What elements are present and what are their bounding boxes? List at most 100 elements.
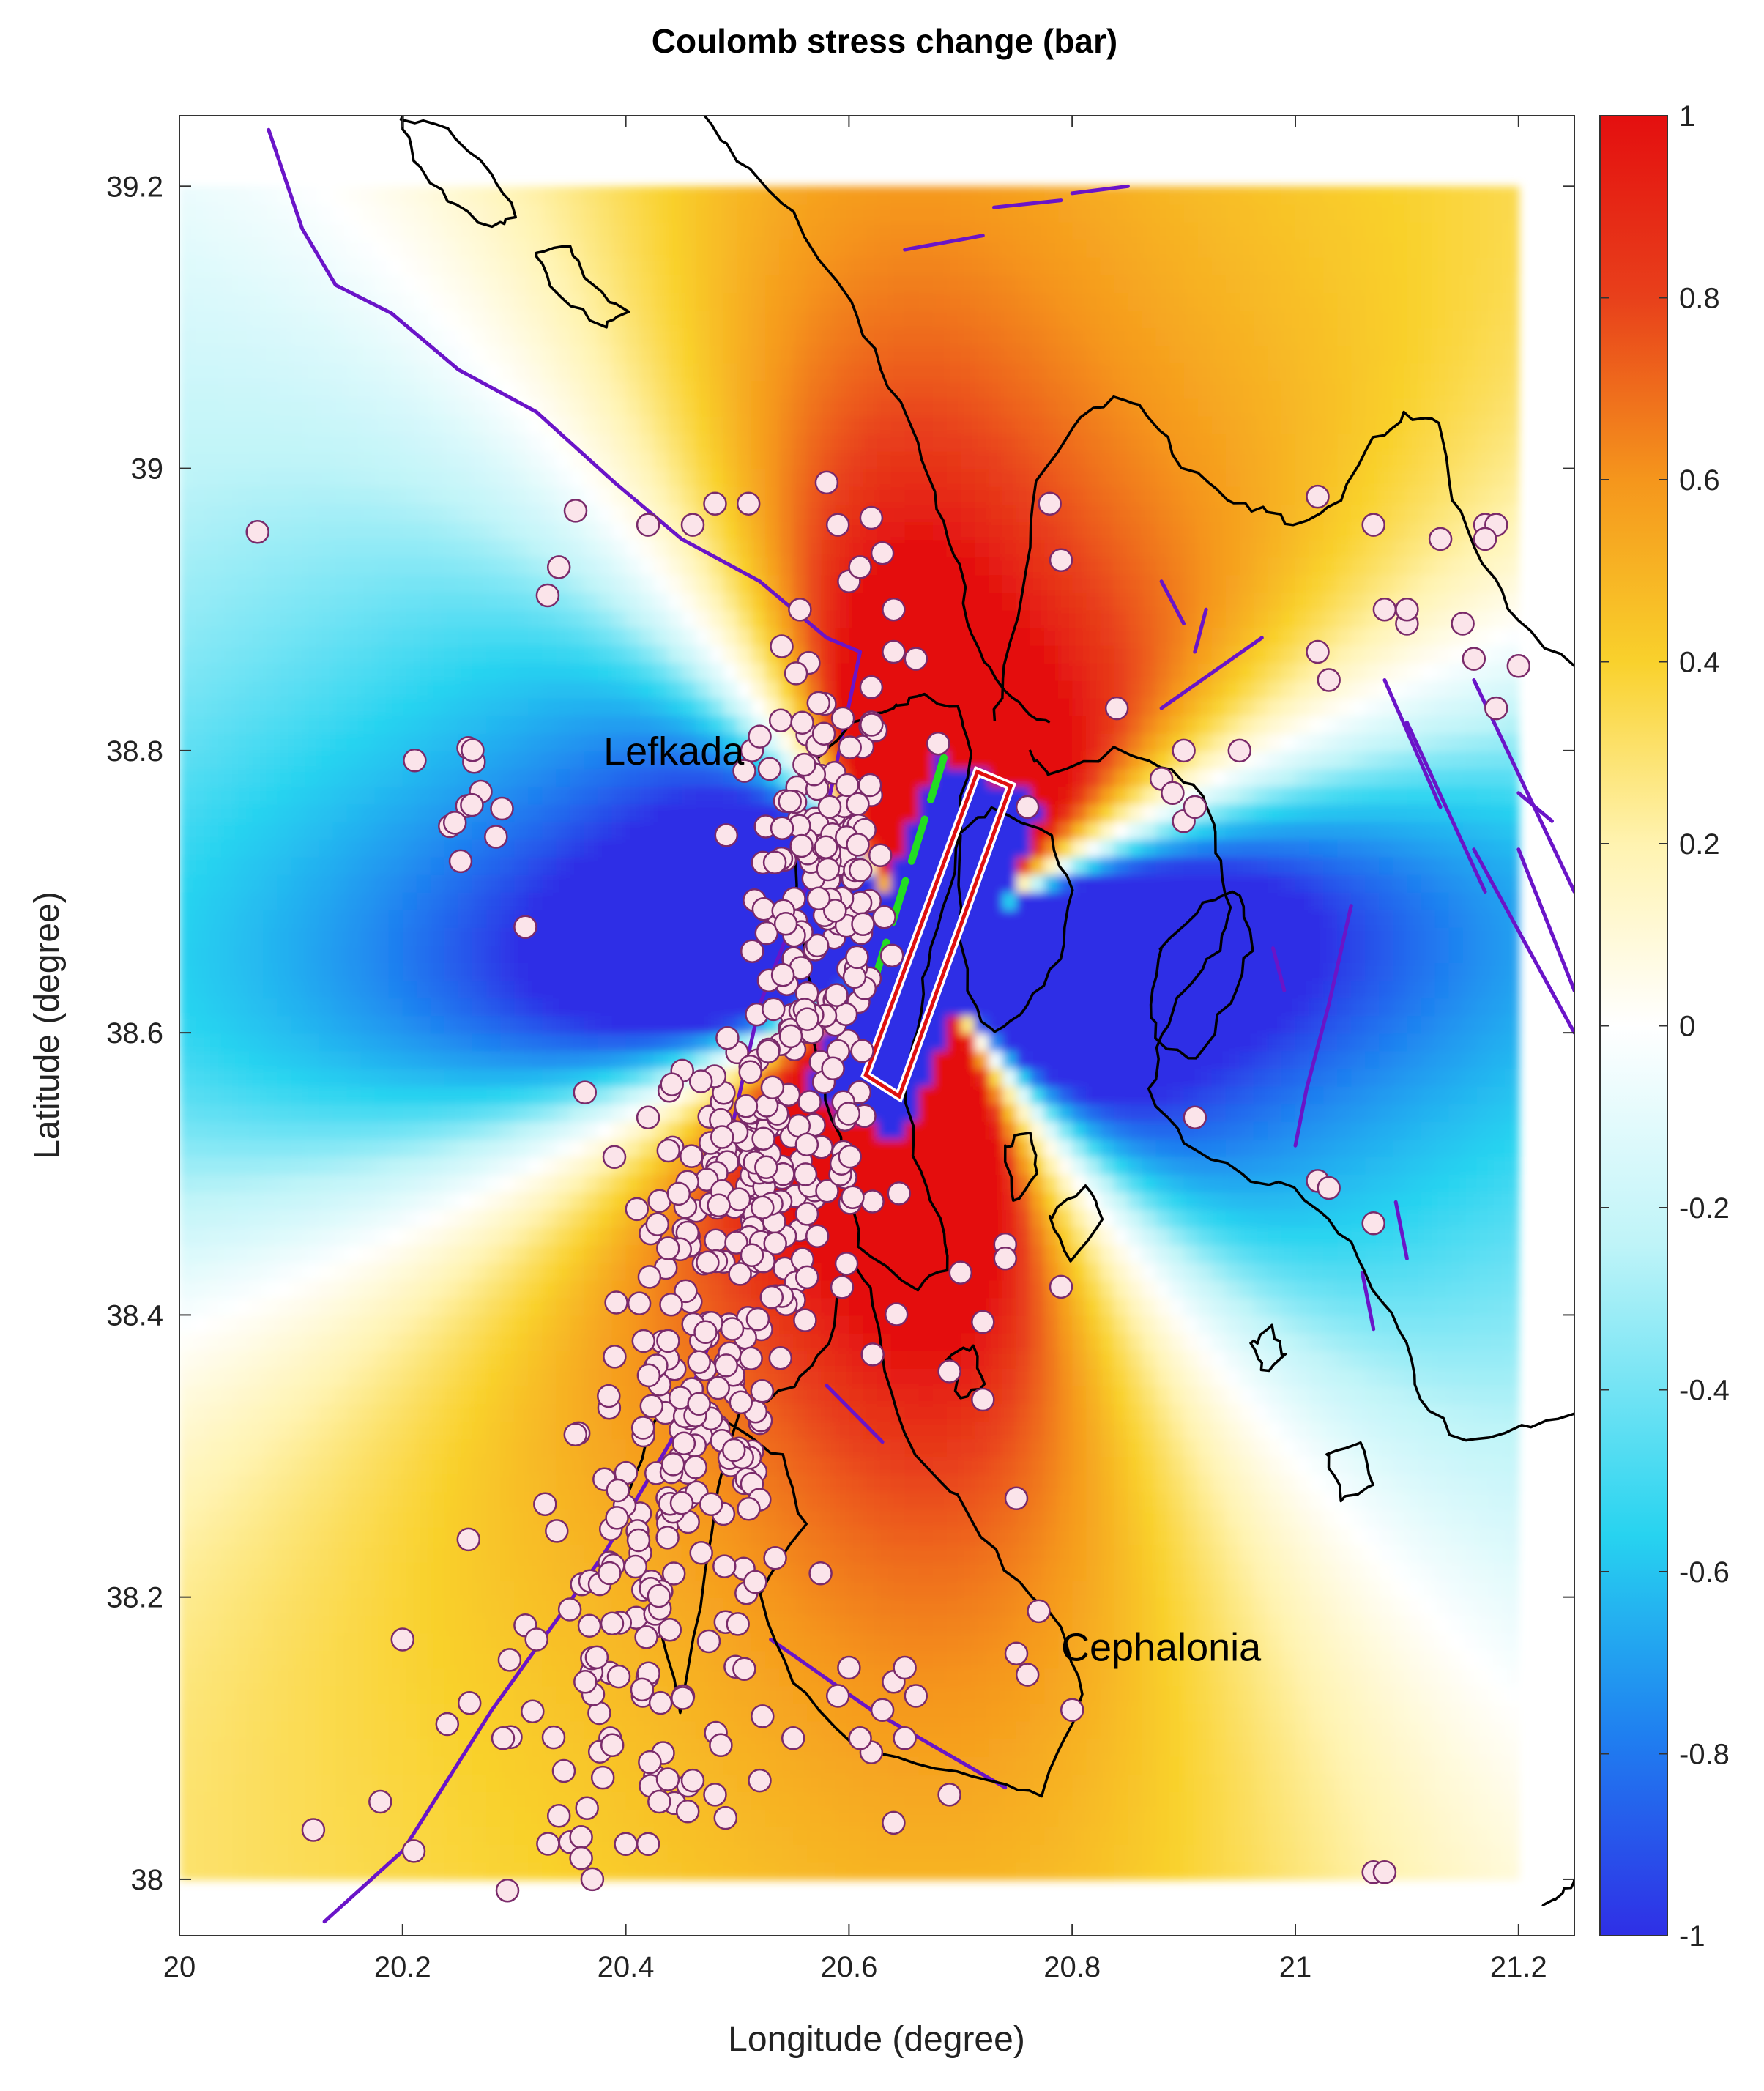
aftershock-marker	[806, 886, 831, 911]
aftershock-marker	[848, 555, 872, 579]
aftershock-marker	[630, 1416, 655, 1440]
aftershock-marker	[788, 598, 812, 622]
aftershock-marker	[793, 1162, 818, 1186]
aftershock-marker	[736, 491, 761, 516]
aftershock-marker	[631, 1329, 656, 1353]
aftershock-marker	[762, 850, 787, 874]
aftershock-marker	[602, 1145, 627, 1169]
aftershock-marker	[606, 1664, 631, 1689]
aftershock-marker	[557, 1597, 582, 1622]
aftershock-marker	[706, 1375, 730, 1400]
y-axis-ticks: 38 38.2 38.4 38.6 38.8 39 39.2	[106, 171, 1574, 1896]
aftershock-marker	[841, 1185, 865, 1209]
aftershock-marker	[884, 1302, 909, 1326]
aftershock-marker	[675, 1799, 700, 1824]
x-tick-label: 20.4	[598, 1951, 655, 1983]
aftershock-marker	[403, 749, 427, 773]
colorbar-tick-label: -1	[1679, 1920, 1705, 1953]
aftershock-marker	[754, 921, 779, 946]
y-tick-label: 38.2	[106, 1582, 163, 1614]
aftershock-marker	[778, 1024, 803, 1049]
colorbar-tick-label: -0.4	[1679, 1375, 1730, 1407]
y-tick-label: 38.6	[106, 1017, 163, 1050]
aftershock-marker	[825, 983, 849, 1007]
aftershock-marker	[726, 1612, 750, 1636]
aftershock-marker	[584, 1645, 609, 1670]
aftershock-marker	[497, 1648, 522, 1672]
aftershock-marker	[484, 825, 508, 849]
aftershock-marker	[1183, 795, 1207, 820]
aftershock-marker	[536, 1832, 560, 1856]
aftershock-marker	[626, 1528, 651, 1553]
aftershock-marker	[603, 1345, 627, 1369]
aftershock-marker	[751, 1126, 775, 1151]
aftershock-marker	[666, 1181, 691, 1206]
colorbar-tick-label: 0.8	[1679, 283, 1720, 315]
aftershock-marker	[893, 1655, 917, 1680]
aftershock-marker	[546, 1804, 571, 1828]
aftershock-marker	[683, 1455, 707, 1479]
aftershock-marker	[882, 1810, 906, 1835]
aftershock-marker	[699, 1492, 723, 1517]
aftershock-marker	[845, 945, 869, 970]
aftershocks	[245, 470, 1531, 1903]
aftershock-marker	[623, 1554, 648, 1579]
colorbar-tick-label: 0.4	[1679, 647, 1720, 679]
aftershock-marker	[763, 1546, 787, 1570]
aftershock-marker	[805, 1224, 830, 1249]
aftershock-marker	[740, 939, 764, 963]
aftershock-marker	[647, 1789, 671, 1814]
aftershock-marker	[756, 1039, 781, 1063]
aftershock-marker	[738, 1060, 762, 1085]
aftershock-marker	[1428, 527, 1453, 551]
aftershock-marker	[636, 1832, 660, 1857]
aftershock-marker	[882, 639, 906, 664]
aftershock-marker	[636, 513, 660, 537]
aftershock-marker	[751, 1195, 775, 1219]
aftershock-marker	[1462, 647, 1486, 671]
x-tick-label: 21.2	[1490, 1951, 1547, 1983]
y-tick-label: 38.4	[106, 1299, 163, 1332]
y-axis-label: Latitude (degree)	[28, 891, 67, 1159]
aftershock-marker	[1227, 738, 1252, 763]
aftershock-marker	[569, 1824, 593, 1849]
aftershock-marker	[573, 1670, 598, 1694]
aftershock-marker	[535, 583, 560, 608]
aftershock-marker	[825, 513, 850, 537]
aftershock-marker	[793, 1308, 817, 1332]
aftershock-marker	[1361, 1211, 1385, 1236]
place-labels: Lefkada Cephalonia	[603, 729, 1262, 1669]
coastline	[399, 116, 1574, 1906]
aftershock-marker	[680, 513, 705, 537]
aftershock-marker	[689, 1541, 713, 1565]
aftershock-marker	[604, 1290, 628, 1315]
aftershock-marker	[693, 1320, 718, 1345]
aftershock-marker	[656, 1329, 680, 1353]
aftershock-marker	[655, 1767, 680, 1791]
aftershock-marker	[870, 1698, 895, 1723]
colorbar-tick-label: 0.2	[1679, 828, 1720, 861]
aftershock-marker	[687, 1392, 711, 1416]
x-axis-label: Longitude (degree)	[728, 2020, 1025, 2059]
colorbar: 1 0.8 0.6 0.4 0.2 0 -0.2 -0.4 -0.6 -0.8 -1	[1599, 100, 1730, 1953]
aftershock-marker	[724, 1230, 748, 1255]
aftershock-marker	[732, 759, 756, 783]
aftershock-marker	[794, 1202, 819, 1226]
aftershock-marker	[1473, 527, 1497, 551]
aftershock-marker	[879, 943, 904, 967]
aftershock-marker	[600, 1611, 625, 1635]
aftershock-marker	[811, 721, 836, 746]
aftershock-marker	[563, 1422, 588, 1446]
aftershock-marker	[671, 1431, 696, 1455]
aftershock-marker	[904, 1684, 928, 1708]
aftershock-marker	[770, 816, 794, 841]
x-tick-label: 20.8	[1043, 1951, 1101, 1983]
aftershock-marker	[893, 1726, 917, 1750]
aftershock-marker	[687, 1350, 711, 1374]
aftershock-marker	[634, 1625, 658, 1649]
aftershock-marker	[1104, 696, 1129, 721]
aftershock-marker	[448, 849, 473, 874]
aftershock-marker	[606, 1478, 630, 1503]
aftershock-marker	[1049, 1274, 1073, 1299]
